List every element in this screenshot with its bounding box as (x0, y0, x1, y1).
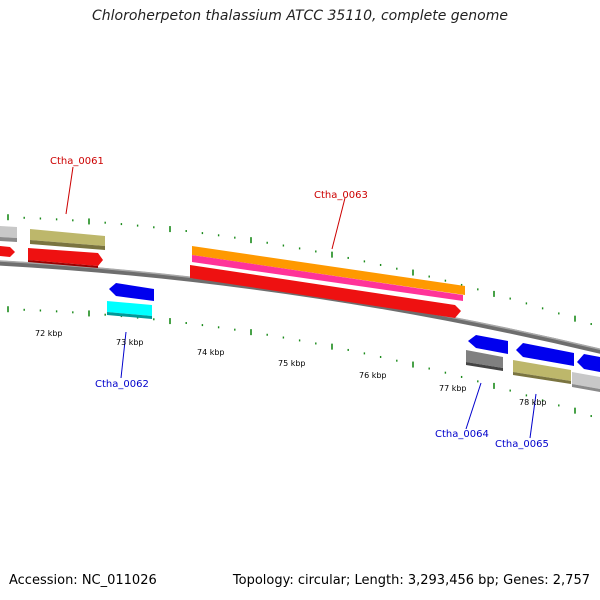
feature-grey-right-edge[interactable] (572, 372, 600, 392)
gene-ctha-0064-blue[interactable] (468, 335, 508, 354)
gene-blue-right-edge[interactable] (577, 354, 600, 372)
genome-summary-text: Topology: circular; Length: 3,293,456 bp… (232, 573, 590, 588)
tick-label-74: 74 kbp (197, 348, 225, 357)
gene-ctha-0063-red[interactable] (190, 265, 461, 318)
tick-label-76: 76 kbp (359, 371, 387, 380)
gene-ctha-0063-pink[interactable] (192, 255, 463, 301)
tick-marks-top (7, 214, 592, 326)
gene-label-ctha-0063[interactable]: Ctha_0063 (314, 190, 368, 201)
tick-label-77: 77 kbp (439, 384, 467, 393)
gene-ctha-0064-grey[interactable] (466, 350, 503, 371)
gene-red-arrow-2[interactable] (28, 248, 103, 268)
gene-ctha-0065-khaki[interactable] (513, 360, 571, 384)
accession-text: Accession: NC_011026 (9, 573, 157, 588)
tick-label-72: 72 kbp (35, 329, 63, 338)
tick-label-78: 78 kbp (519, 398, 547, 407)
tick-label-73: 73 kbp (116, 338, 144, 347)
gene-label-ctha-0064[interactable]: Ctha_0064 (435, 429, 489, 440)
tick-marks-bottom (7, 306, 592, 418)
gene-ctha-0063-orange[interactable] (192, 246, 465, 295)
gene-ctha-0065-blue[interactable] (516, 343, 574, 366)
feature-grey-left-top[interactable] (0, 226, 17, 242)
gene-ctha-0062-blue[interactable] (109, 283, 154, 301)
gene-label-ctha-0062[interactable]: Ctha_0062 (95, 379, 149, 390)
gene-ctha-0062-cyan[interactable] (107, 301, 152, 319)
tick-label-75: 75 kbp (278, 359, 306, 368)
gene-ctha-0061[interactable] (30, 229, 105, 250)
gene-label-ctha-0065[interactable]: Ctha_0065 (495, 439, 549, 450)
leader-lines (65, 166, 537, 439)
gene-red-left-arrow[interactable] (0, 246, 15, 257)
map-title: Chloroherpeton thalassium ATCC 35110, co… (92, 8, 508, 24)
gene-label-ctha-0061[interactable]: Ctha_0061 (50, 156, 104, 167)
